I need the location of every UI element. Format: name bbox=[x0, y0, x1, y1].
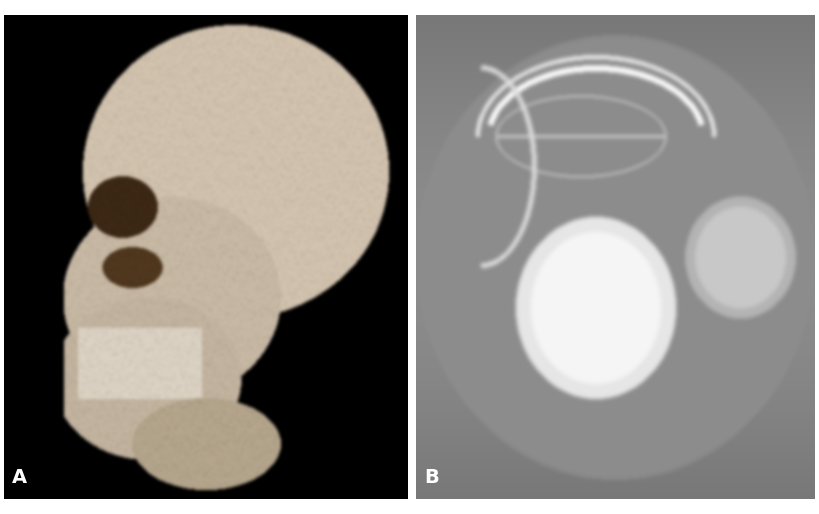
Text: B: B bbox=[424, 468, 439, 486]
Text: A: A bbox=[12, 468, 27, 486]
